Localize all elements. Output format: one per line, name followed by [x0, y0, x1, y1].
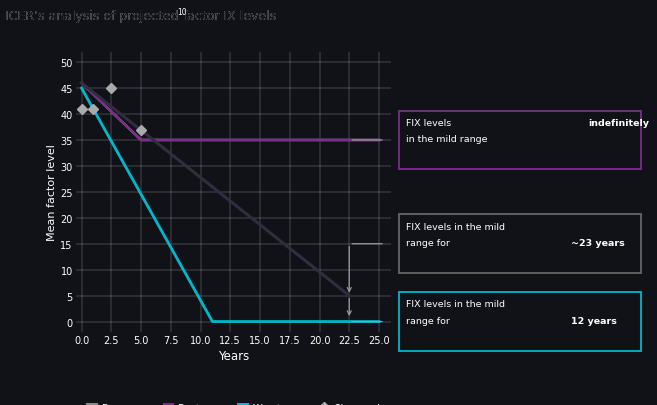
X-axis label: Years: Years	[217, 349, 249, 362]
Text: FIX levels in the mild: FIX levels in the mild	[406, 222, 505, 231]
Text: range for: range for	[406, 239, 453, 247]
Text: FIX levels: FIX levels	[406, 119, 454, 128]
Text: indefinitely: indefinitely	[588, 119, 649, 128]
Text: FIX levels in the mild: FIX levels in the mild	[406, 300, 505, 309]
Legend: Base case, Best case, Worst case, Observed: Base case, Best case, Worst case, Observ…	[82, 399, 384, 405]
Y-axis label: Mean factor level: Mean factor level	[47, 144, 58, 241]
Text: range for: range for	[406, 316, 453, 325]
Text: ~23 years: ~23 years	[572, 239, 625, 247]
Text: in the mild range: in the mild range	[406, 135, 487, 144]
Text: 12 years: 12 years	[572, 316, 617, 325]
Text: ICER’s analysis of projected factor IX levels10: ICER’s analysis of projected factor IX l…	[5, 10, 292, 23]
Text: 10: 10	[177, 8, 187, 17]
Text: ICER’s analysis of projected factor IX levels: ICER’s analysis of projected factor IX l…	[5, 10, 277, 23]
